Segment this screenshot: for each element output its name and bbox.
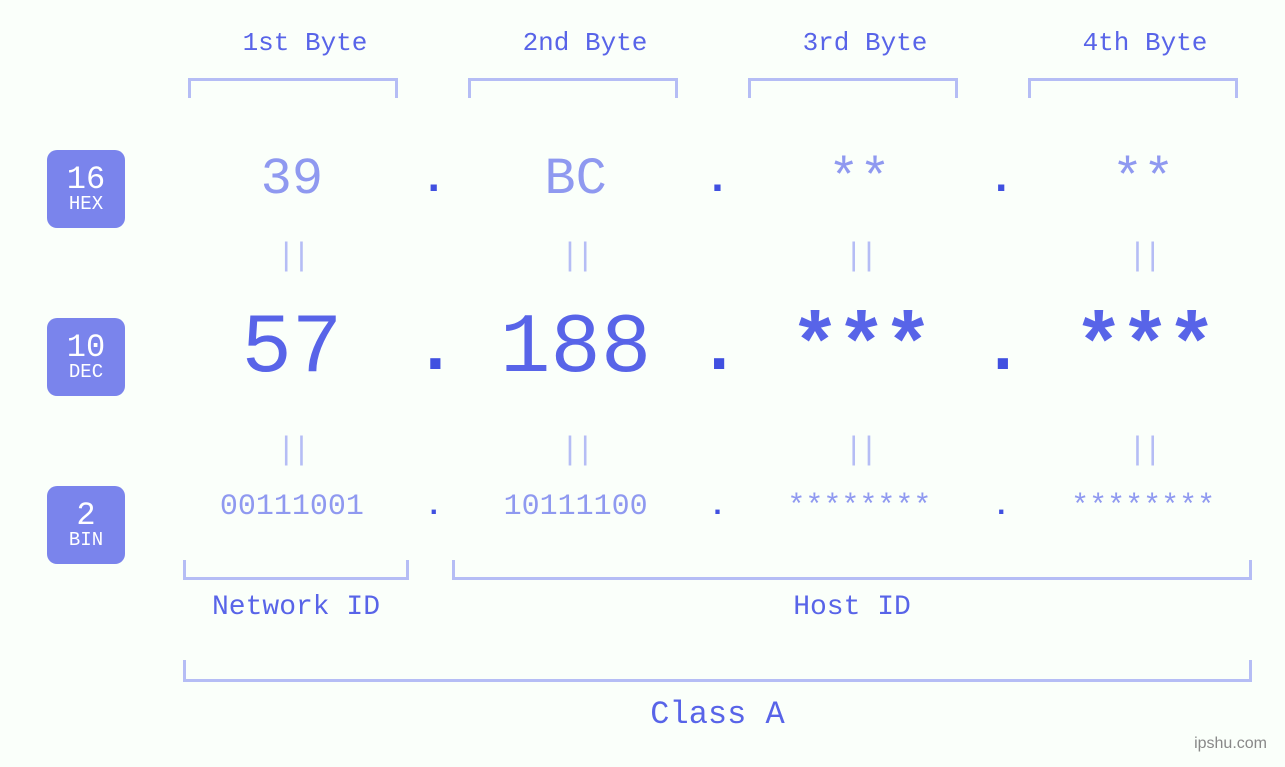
equals-icon: || [454,432,698,469]
ip-diagram: 1st Byte 2nd Byte 3rd Byte 4th Byte 16 H… [0,0,1285,767]
byte-header-2: 2nd Byte [455,28,715,58]
dec-row: 57 . 188 . *** . *** [170,302,1265,397]
watermark: ipshu.com [1194,735,1267,753]
base-abbr: HEX [69,195,103,215]
separator-dot: . [414,490,454,524]
hex-byte-1: 39 [170,150,414,209]
dec-byte-2: 188 [454,302,698,397]
bin-byte-4: ******** [1021,490,1265,524]
dec-byte-4: *** [1021,302,1265,397]
byte-header-1: 1st Byte [175,28,435,58]
bracket-class [183,660,1252,682]
equals-row-1: || . || . || . || [170,238,1265,275]
base-num: 10 [67,331,105,365]
separator-dot: . [698,309,738,391]
label-class: Class A [183,696,1252,733]
bin-byte-3: ******** [738,490,982,524]
equals-icon: || [454,238,698,275]
bin-row: 00111001 . 10111100 . ******** . *******… [170,490,1265,524]
dec-byte-1: 57 [170,302,414,397]
base-num: 16 [67,163,105,197]
dec-byte-3: *** [738,302,982,397]
base-num: 2 [76,499,95,533]
bracket-top-2 [468,78,678,98]
base-badge-bin: 2 BIN [47,486,125,564]
equals-icon: || [170,432,414,469]
separator-dot: . [981,155,1021,205]
byte-header-3: 3rd Byte [735,28,995,58]
label-network: Network ID [183,592,409,623]
base-abbr: DEC [69,363,103,383]
base-badge-dec: 10 DEC [47,318,125,396]
separator-dot: . [981,309,1021,391]
separator-dot: . [414,309,454,391]
hex-byte-2: BC [454,150,698,209]
bracket-host [452,560,1252,580]
separator-dot: . [981,490,1021,524]
bracket-top-1 [188,78,398,98]
bin-byte-1: 00111001 [170,490,414,524]
base-badge-hex: 16 HEX [47,150,125,228]
bracket-top-3 [748,78,958,98]
separator-dot: . [698,155,738,205]
bracket-network [183,560,409,580]
separator-dot: . [414,155,454,205]
equals-icon: || [738,432,982,469]
base-abbr: BIN [69,531,103,551]
equals-icon: || [170,238,414,275]
label-host: Host ID [452,592,1252,623]
equals-icon: || [1021,432,1265,469]
hex-byte-4: ** [1021,150,1265,209]
equals-row-2: || . || . || . || [170,432,1265,469]
hex-byte-3: ** [738,150,982,209]
equals-icon: || [1021,238,1265,275]
hex-row: 39 . BC . ** . ** [170,150,1265,209]
bracket-top-4 [1028,78,1238,98]
byte-header-4: 4th Byte [1015,28,1275,58]
separator-dot: . [698,490,738,524]
bin-byte-2: 10111100 [454,490,698,524]
equals-icon: || [738,238,982,275]
